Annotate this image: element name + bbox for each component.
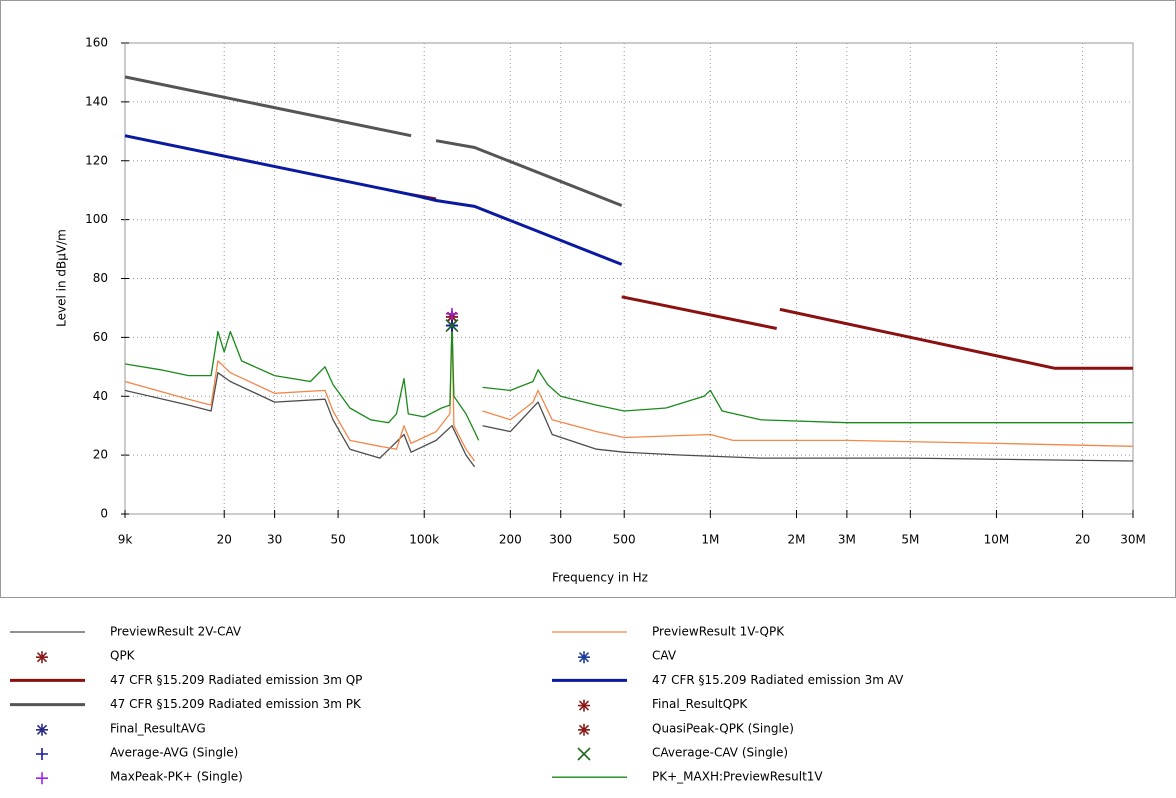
legend-marker [36,748,48,760]
legend-label: 47 CFR §15.209 Radiated emission 3m QP [110,673,362,687]
legend-label: PK+_MAXH:PreviewResult1V [652,770,823,784]
series-line [124,134,623,266]
x-tick-label: 200 [499,533,522,547]
x-axis-label: Frequency in Hz [552,571,648,585]
legend-marker [578,723,590,736]
legend-label: 47 CFR §15.209 Radiated emission 3m PK [110,697,362,711]
legend-marker [578,699,590,712]
x-tick-label: 100k [409,533,439,547]
legend-marker [578,651,590,664]
legend-marker [36,772,48,785]
legend-label: Average-AVG (Single) [110,746,238,760]
legend-label: PreviewResult 2V-CAV [110,625,242,639]
legend-label: QPK [110,649,136,663]
x-tick-label: 500 [613,533,636,547]
x-tick-label: 30 [267,533,282,547]
x-tick-label: 3M [838,533,856,547]
legend-marker [36,651,48,664]
series-line [410,193,1133,370]
x-tick-label: 300 [549,533,572,547]
x-tick-label: 2M [787,533,805,547]
chart-frame [0,0,1176,598]
legend-label: QuasiPeak-QPK (Single) [652,721,794,735]
x-tick-label: 9k [118,533,133,547]
legend-label: Final_ResultQPK [652,697,748,711]
x-tick-label: 30M [1120,533,1146,547]
legend-label: MaxPeak-PK+ (Single) [110,770,243,784]
y-tick-label: 80 [93,271,108,285]
x-tick-label: 20 [217,533,232,547]
x-tick-label: 50 [330,533,345,547]
y-tick-label: 140 [85,94,108,108]
x-tick-label: 5M [901,533,919,547]
series-line [124,324,1134,462]
y-tick-label: 0 [100,507,108,521]
legend-marker [36,723,48,736]
legend-label: CAverage-CAV (Single) [652,746,788,760]
y-tick-label: 120 [85,153,108,167]
legend-label: CAV [652,649,677,663]
series-line [124,322,1133,441]
x-tick-label: 1M [701,533,719,547]
y-axis-label: Level in dBµV/m [55,229,69,327]
legend-label: Final_ResultAVG [110,721,206,735]
y-tick-label: 60 [93,330,108,344]
series-line [124,75,623,207]
legend-label: PreviewResult 1V-QPK [652,625,785,639]
y-tick-label: 40 [93,389,108,403]
y-tick-label: 160 [85,36,108,50]
x-tick-label: 20 [1075,533,1090,547]
x-tick-label: 10M [984,533,1010,547]
y-tick-label: 20 [93,448,108,462]
legend-label: 47 CFR §15.209 Radiated emission 3m AV [652,673,904,687]
legend-marker [577,747,591,761]
y-tick-label: 100 [85,212,108,226]
data-marker [445,307,458,320]
data-marker [445,319,459,333]
series-line [124,372,1134,468]
